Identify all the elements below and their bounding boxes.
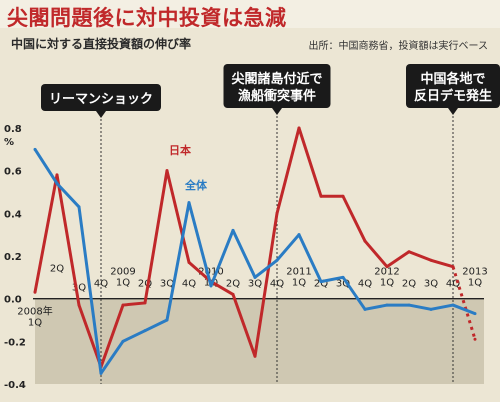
data-point xyxy=(33,147,37,151)
annotation-callout: リーマンショック xyxy=(41,84,161,118)
data-point xyxy=(231,228,235,232)
x-tick-label: 3Q xyxy=(72,283,86,294)
x-tick-label: 1Q xyxy=(292,278,306,289)
annotation-text: 尖閣諸島付近で xyxy=(231,71,322,87)
x-tick-label: 2Q xyxy=(50,264,64,275)
data-point xyxy=(187,260,191,264)
y-unit-label: % xyxy=(4,137,14,148)
x-tick-label: 2012 xyxy=(374,267,399,278)
data-point xyxy=(77,303,81,307)
data-point xyxy=(77,205,81,209)
x-tick-label: 1Q xyxy=(28,318,42,329)
data-point xyxy=(429,258,433,262)
data-point xyxy=(385,265,389,269)
y-tick-label: 0.0 xyxy=(4,295,22,306)
y-tick-label: 0.8 xyxy=(4,124,22,135)
annotation-text: 反日デモ発生 xyxy=(414,88,492,104)
x-tick-label: 2Q xyxy=(138,279,152,290)
data-point xyxy=(341,275,345,279)
annotation-pointer xyxy=(96,111,106,118)
data-point xyxy=(385,303,389,307)
data-point xyxy=(143,301,147,305)
data-point xyxy=(165,318,169,322)
data-point xyxy=(165,169,169,173)
data-point xyxy=(253,354,257,358)
data-point xyxy=(451,265,455,269)
annotation-text: 中国各地で xyxy=(420,71,485,87)
x-tick-label: 1Q xyxy=(468,278,482,289)
series-line-projected xyxy=(451,266,477,340)
data-point xyxy=(407,250,411,254)
title-bar xyxy=(0,0,500,28)
series-line xyxy=(33,126,454,369)
data-point xyxy=(473,312,477,316)
annotation-text: 漁船衝突事件 xyxy=(238,88,316,104)
x-tick-label: 2008年 xyxy=(17,305,52,318)
x-tick-label: 4Q xyxy=(358,279,372,290)
x-tick-label: 3Q xyxy=(424,279,438,290)
data-point xyxy=(253,275,257,279)
annotation-box xyxy=(406,64,500,108)
data-point xyxy=(363,307,367,311)
x-tick-label: 2Q xyxy=(402,279,416,290)
x-tick-label: 1Q xyxy=(116,278,130,289)
series-label: 全体 xyxy=(184,178,208,192)
x-tick-label: 2011 xyxy=(286,267,311,278)
data-point xyxy=(209,284,213,288)
x-tick-label: 2009 xyxy=(110,267,135,278)
x-tick-label: 2013 xyxy=(462,267,487,278)
y-tick-label: 0.2 xyxy=(4,252,22,263)
y-tick-label: -0.4 xyxy=(4,380,26,391)
data-point xyxy=(297,126,301,130)
data-point xyxy=(99,371,103,375)
data-point xyxy=(275,211,279,215)
x-tick-label: 1Q xyxy=(380,278,394,289)
data-point xyxy=(297,233,301,237)
data-point xyxy=(121,339,125,343)
y-tick-label: 0.4 xyxy=(4,209,22,220)
data-point xyxy=(187,201,191,205)
x-tick-label: 3Q xyxy=(336,279,350,290)
data-point xyxy=(55,181,59,185)
series-label: 日本 xyxy=(169,143,191,157)
annotation-box xyxy=(41,84,161,111)
data-point xyxy=(473,337,477,341)
data-point xyxy=(143,329,147,333)
annotation-pointer xyxy=(272,108,282,115)
data-point xyxy=(363,239,367,243)
y-tick-label: 0.6 xyxy=(4,167,22,178)
chart-title: 尖閣問題後に対中投資は急減 xyxy=(7,6,287,30)
data-point xyxy=(33,290,37,294)
annotation-pointer xyxy=(448,108,458,115)
data-point xyxy=(429,307,433,311)
x-tick-label: 4Q xyxy=(182,279,196,290)
x-tick-label: 3Q xyxy=(160,279,174,290)
data-point xyxy=(55,173,59,177)
chart-subtitle: 中国に対する直接投資額の伸び率 xyxy=(11,37,192,51)
data-point xyxy=(121,303,125,307)
annotation-text: リーマンショック xyxy=(49,92,153,107)
source-note: 出所：中国商務省，投資額は実行ベース xyxy=(308,41,489,52)
data-point xyxy=(275,258,279,262)
x-tick-label: 2Q xyxy=(226,279,240,290)
x-tick-label: 2Q xyxy=(314,279,328,290)
x-tick-label: 2010 xyxy=(198,267,223,278)
data-point xyxy=(319,194,323,198)
annotation-box xyxy=(223,64,331,108)
data-point xyxy=(407,303,411,307)
y-tick-label: -0.2 xyxy=(4,337,26,348)
data-point xyxy=(231,292,235,296)
x-tick-label: 3Q xyxy=(248,279,262,290)
data-point xyxy=(319,280,323,284)
data-point xyxy=(341,194,345,198)
data-point xyxy=(451,303,455,307)
